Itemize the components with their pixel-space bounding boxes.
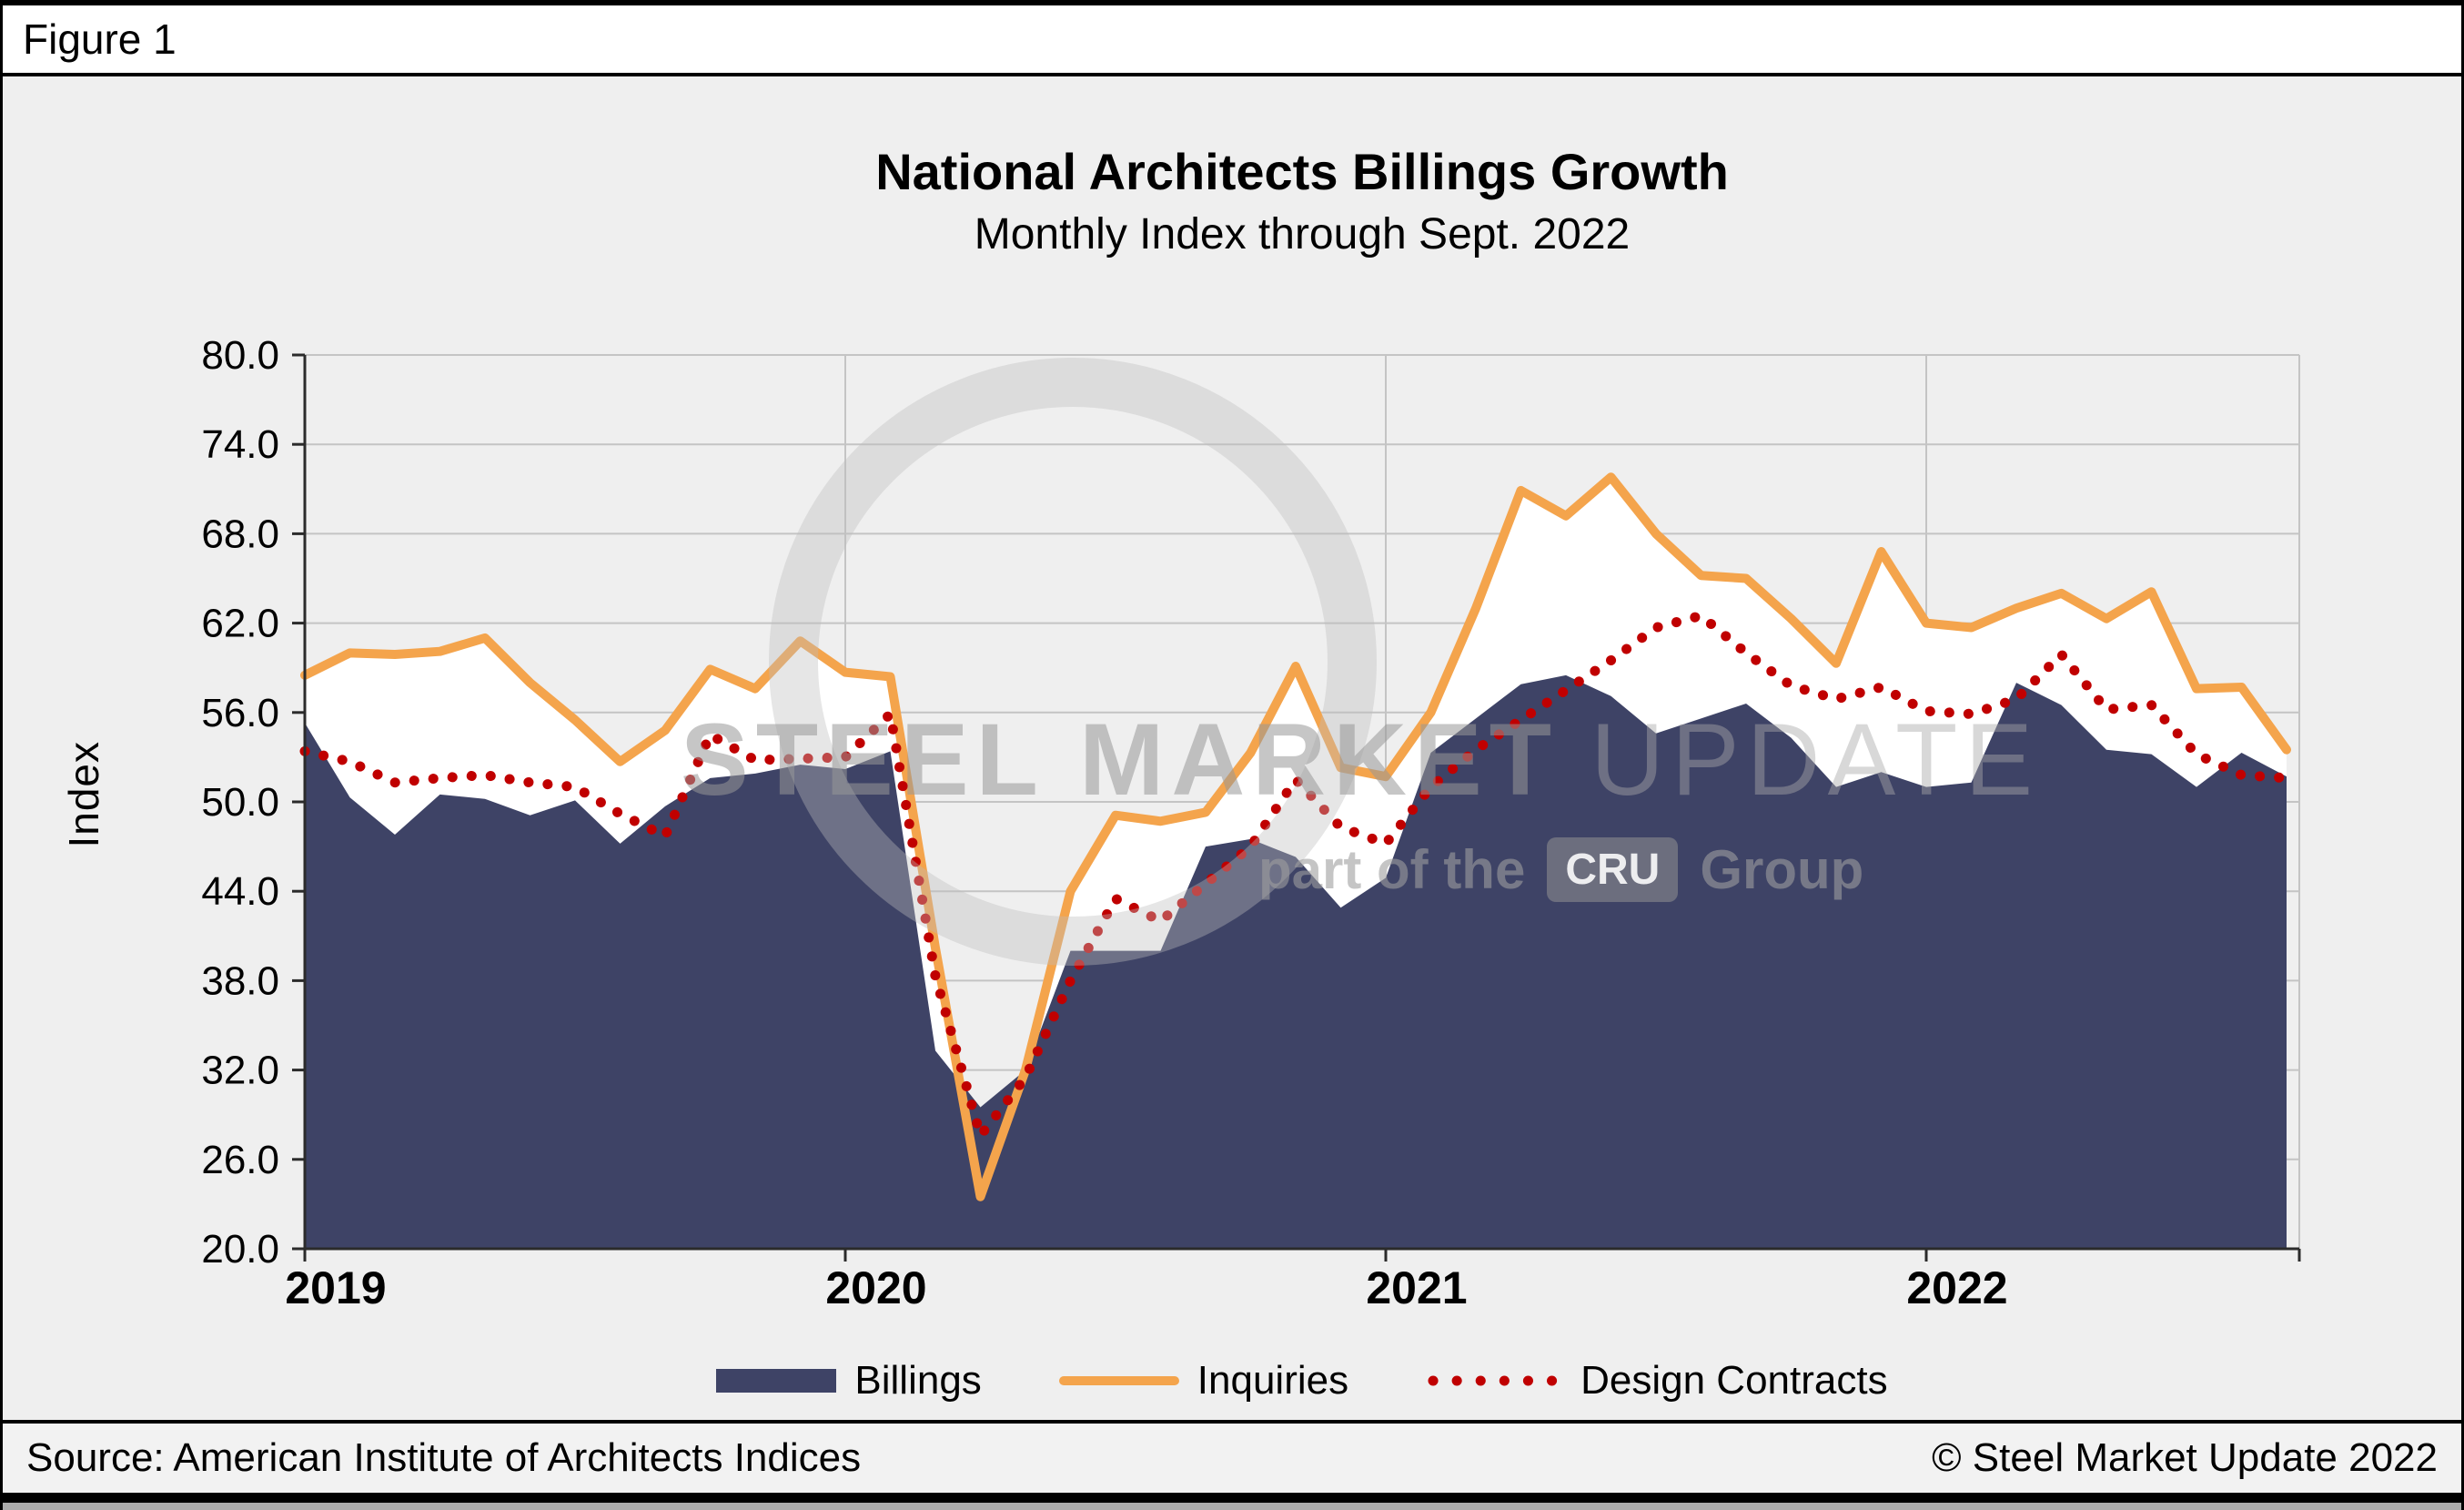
chart-title: National Architects Billings Growth [875,143,1729,200]
chart-legend: Billings Inquiries Design Contracts [305,1358,2299,1404]
billings-chart: 20.0 26.0 32.0 38.0 44.0 50.0 56.0 62.0 68.0 74.0… [201,333,2301,1313]
y-tick-label: 62.0 [201,602,279,646]
legend-label-billings: Billings [854,1358,982,1403]
y-tick-label: 80.0 [201,333,279,378]
billings-area-series [305,674,2287,1249]
figure-header: Figure 1 [3,5,2461,76]
billings-swatch [716,1369,837,1393]
legend-item-billings: Billings [716,1358,982,1404]
bottom-strip [3,1503,2461,1510]
y-tick-label: 38.0 [201,958,279,1003]
x-year-label: 2019 [285,1262,386,1313]
y-tick-label: 44.0 [201,869,279,914]
design-contracts-dotted-series [299,610,2292,1147]
x-year-label: 2021 [1366,1262,1467,1313]
legend-label-design-contracts: Design Contracts [1580,1358,1888,1403]
inquiries-swatch [1058,1376,1179,1385]
y-tick-label: 56.0 [201,691,279,735]
chart-subtitle: Monthly Index through Sept. 2022 [974,210,1631,258]
design-contracts-swatch [1428,1375,1560,1386]
figure-footer: Source: American Institute of Architects… [3,1424,2461,1493]
top-border [3,0,2461,5]
bottom-border [3,1493,2461,1503]
y-tick-label: 20.0 [201,1227,279,1272]
y-tick-label: 74.0 [201,422,279,467]
y-tick-label: 50.0 [201,780,279,825]
figure-label: Figure 1 [23,15,177,63]
legend-item-inquiries: Inquiries [1058,1358,1349,1404]
y-axis-title: Index [60,741,107,848]
y-tick-label: 26.0 [201,1138,279,1182]
inquiries-line-series [300,472,2291,1201]
y-tick-label: 68.0 [201,512,279,556]
y-tick-label: 32.0 [201,1049,279,1093]
footer-divider [3,1420,2461,1424]
legend-label-inquiries: Inquiries [1197,1358,1349,1403]
legend-item-design-contracts: Design Contracts [1426,1358,1888,1404]
copyright-note: © Steel Market Update 2022 [1932,1435,2438,1480]
x-year-label: 2022 [1906,1262,2007,1313]
chart-panel: National Architects Billings Growth Mont… [3,76,2461,1420]
source-note: Source: American Institute of Architects… [26,1435,862,1480]
x-year-label: 2020 [825,1262,926,1313]
